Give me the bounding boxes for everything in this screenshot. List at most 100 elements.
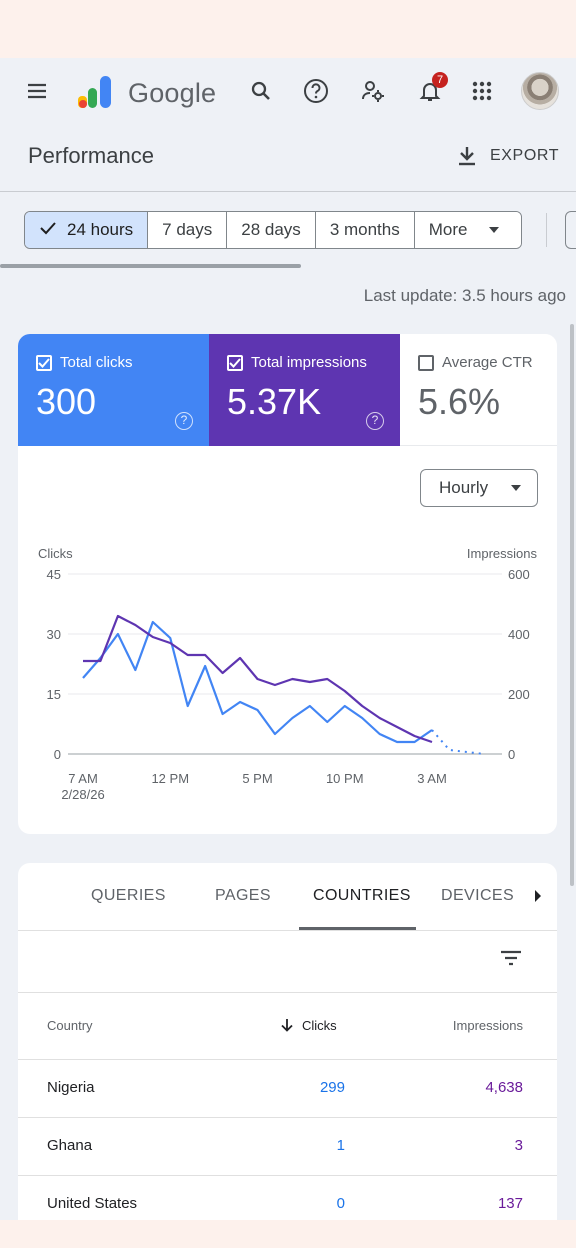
column-impressions[interactable]: Impressions (452, 1018, 523, 1033)
right-tick-label: 400 (508, 627, 530, 642)
left-axis-label: Clicks (38, 546, 73, 561)
average-ctr-tile[interactable]: Average CTR 5.6% (400, 334, 557, 446)
column-label: Clicks (302, 1018, 337, 1033)
checkbox-unchecked-icon[interactable] (418, 354, 434, 371)
column-clicks-sorted[interactable]: Clicks (281, 1018, 337, 1033)
vertical-scrollbar[interactable] (570, 324, 574, 886)
arrow-down-icon (281, 1019, 293, 1032)
right-tick-label: 600 (508, 567, 530, 582)
system-navigation-bar (0, 1220, 576, 1248)
x-tick-label: 10 PM (326, 771, 364, 786)
filter-divider (546, 213, 547, 247)
performance-line-chart: Clicks Impressions 45 600 30 400 15 200 0 0 7 AM2/… (38, 546, 538, 802)
export-label: EXPORT (490, 147, 560, 164)
metric-value: 5.6% (418, 381, 501, 422)
last-update-text: Last update: 3.5 hours ago (363, 286, 566, 305)
performance-chart-card: Total clicks 300 ? Total impressions 5.3… (18, 334, 557, 834)
metric-value: 300 (36, 381, 97, 422)
total-clicks-tile[interactable]: Total clicks 300 ? (18, 334, 209, 446)
metric-value: 5.37K (227, 381, 322, 422)
right-axis-label: Impressions (467, 546, 538, 561)
impressions-cell: 3 (514, 1137, 523, 1154)
tab-pages[interactable]: PAGES (215, 887, 271, 904)
series-line-projected (431, 729, 485, 755)
clicks-cell: 0 (336, 1195, 345, 1212)
filter-3-months[interactable]: 3 months (315, 212, 415, 248)
scroll-tabs-right-icon[interactable] (534, 889, 542, 907)
checkbox-checked-icon[interactable] (227, 354, 243, 371)
left-tick-label: 30 (47, 627, 61, 642)
page-title: Performance (28, 143, 154, 168)
filter-24-hours[interactable]: 24 hours (25, 212, 149, 248)
table-row[interactable]: Nigeria 299 4,638 (18, 1060, 557, 1118)
total-impressions-tile[interactable]: Total impressions 5.37K ? (209, 334, 400, 446)
metric-label: Average CTR (442, 354, 533, 371)
filter-7-days[interactable]: 7 days (148, 212, 228, 248)
help-icon[interactable]: ? (175, 412, 193, 430)
filter-label: 7 days (162, 220, 213, 239)
tab-devices[interactable]: DEVICES (441, 887, 515, 904)
filter-label: 28 days (241, 220, 301, 239)
table-row[interactable]: United States 0 137 (18, 1176, 557, 1223)
impressions-cell: 4,638 (485, 1079, 523, 1096)
metric-label: Total impressions (251, 354, 367, 371)
x-tick-sublabel: 2/28/26 (61, 787, 104, 802)
filter-label: 24 hours (67, 220, 134, 239)
breakdown-card: QUERIES PAGES COUNTRIES DEVICES Country … (18, 863, 557, 1223)
column-country[interactable]: Country (47, 1018, 93, 1033)
search-console-logo-icon (76, 74, 116, 115)
left-tick-label: 15 (47, 687, 61, 702)
tab-countries[interactable]: COUNTRIES (313, 887, 411, 904)
table-filter-row (18, 931, 557, 993)
clicks-cell: 299 (319, 1079, 345, 1096)
help-icon[interactable]: ? (366, 412, 384, 430)
x-tick-label: 12 PM (151, 771, 189, 786)
x-tick-label: 3 AM (417, 771, 447, 786)
notification-badge: 7 (432, 72, 448, 88)
filter-label: More (428, 220, 468, 239)
left-tick-label: 0 (54, 747, 61, 762)
tab-queries[interactable]: QUERIES (91, 887, 166, 904)
caret-down-icon (489, 227, 500, 233)
export-button[interactable]: EXPORT (456, 145, 559, 167)
checkbox-checked-icon[interactable] (36, 354, 52, 371)
horizontal-scrollbar[interactable] (0, 264, 301, 268)
manage-users-icon[interactable] (353, 71, 393, 111)
breakdown-tabs: QUERIES PAGES COUNTRIES DEVICES (18, 863, 557, 931)
table-header: Country Clicks Impressions (18, 993, 557, 1060)
help-icon[interactable] (296, 71, 336, 111)
menu-icon[interactable] (17, 71, 57, 111)
search-icon[interactable] (241, 71, 281, 111)
filter-more-dropdown[interactable]: More (414, 212, 522, 248)
x-tick-label: 5 PM (242, 771, 272, 786)
filter-28-days[interactable]: 28 days (227, 212, 316, 248)
google-wordmark: Google (128, 78, 217, 108)
check-icon (39, 220, 57, 240)
download-icon (459, 147, 475, 166)
right-tick-label: 200 (508, 687, 530, 702)
account-avatar[interactable] (521, 72, 559, 110)
header-divider (0, 191, 576, 192)
system-status-bar (0, 0, 576, 58)
clicks-cell: 1 (336, 1137, 345, 1154)
x-tick-label: 7 AM (68, 771, 98, 786)
country-cell: United States (47, 1195, 138, 1212)
active-tab-indicator (299, 927, 416, 930)
series-line (82, 620, 433, 744)
caret-down-icon (511, 485, 521, 491)
granularity-dropdown[interactable]: Hourly (420, 469, 538, 507)
granularity-label: Hourly (439, 478, 489, 497)
impressions-cell: 137 (497, 1195, 523, 1212)
table-row[interactable]: Ghana 1 3 (18, 1118, 557, 1176)
filter-list-icon[interactable] (500, 949, 522, 972)
filter-label: 3 months (329, 220, 400, 239)
right-tick-label: 0 (508, 747, 515, 762)
date-range-filter: 24 hours 7 days 28 days 3 months More (24, 211, 523, 249)
country-cell: Nigeria (47, 1079, 95, 1096)
metric-label: Total clicks (60, 354, 133, 371)
apps-grid-icon[interactable] (462, 71, 502, 111)
series-line (83, 614, 433, 744)
country-cell: Ghana (47, 1137, 93, 1154)
left-tick-label: 45 (47, 567, 61, 582)
add-filter-button[interactable] (565, 211, 576, 249)
